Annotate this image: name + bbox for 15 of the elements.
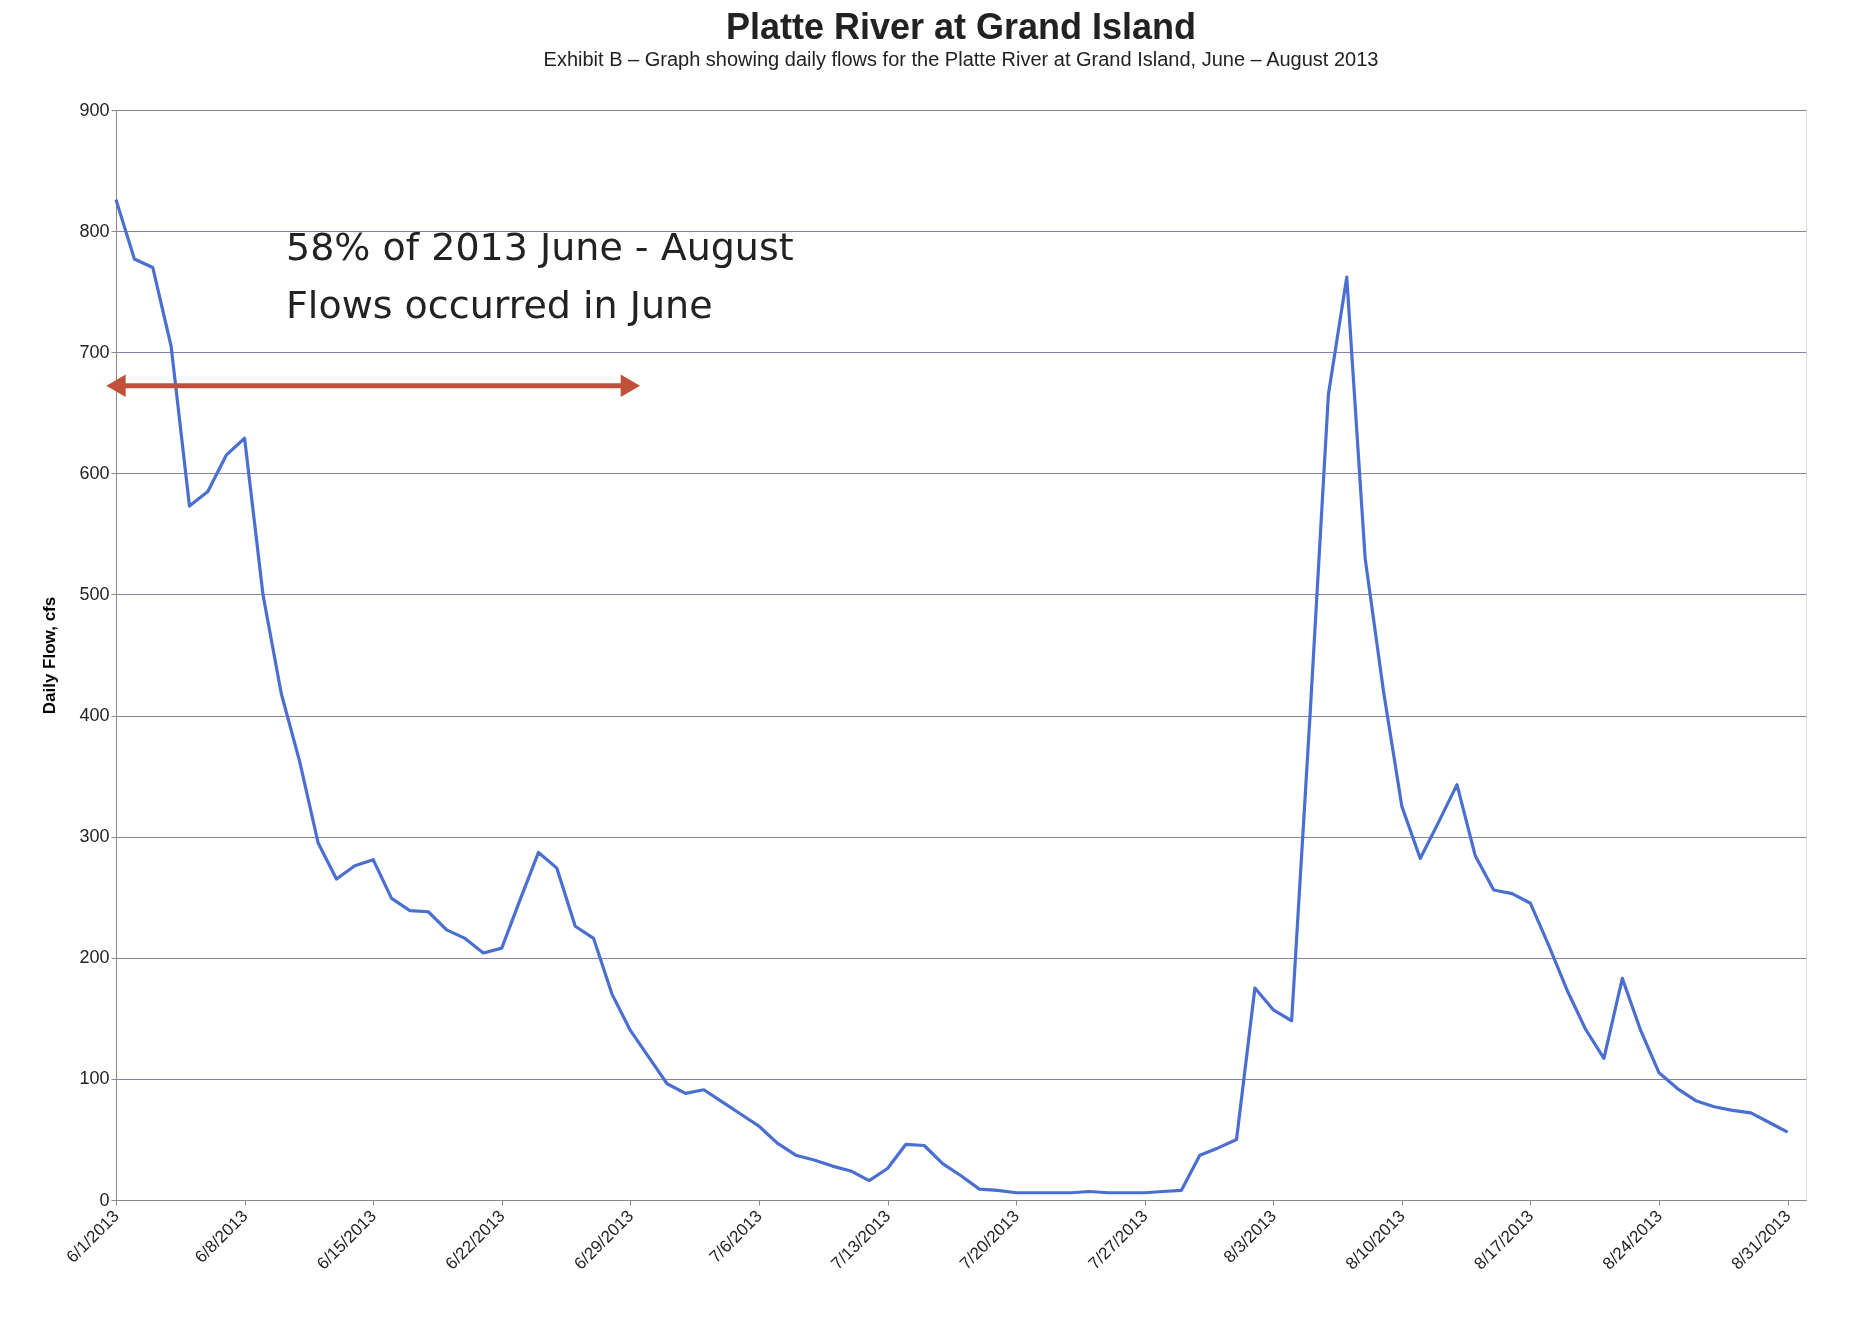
y-tick-label: 700 [79,341,110,362]
y-tick-label: 500 [79,583,110,604]
y-tick-label: 600 [79,462,110,483]
y-tick-label: 300 [79,826,110,847]
y-tick-label: 0 [99,1189,110,1210]
text: Exhibit B – Graph showing daily flows for the Platte River at Grand Island, June – August 2013 [543,48,1379,70]
y-tick-label: 200 [79,947,110,968]
y-tick-label: 100 [79,1068,110,1089]
y-axis-title: Daily Flow, cfs [40,596,60,715]
y-tick-label: 800 [79,220,110,241]
y-tick-label: 400 [79,705,110,726]
line-series [114,198,1790,1195]
chart-title: Platte River at Grand Island [725,6,1197,47]
y-tick-label: 900 [79,99,110,120]
annotation: 58% of 2013 June - August Flows occurred in June [286,224,794,327]
